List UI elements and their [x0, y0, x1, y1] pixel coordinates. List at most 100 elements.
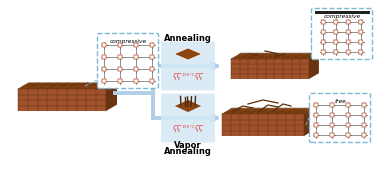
Polygon shape [304, 108, 314, 136]
Circle shape [346, 20, 350, 24]
Circle shape [119, 56, 121, 58]
Polygon shape [175, 106, 201, 112]
Circle shape [102, 43, 106, 47]
Polygon shape [106, 83, 117, 111]
Circle shape [347, 104, 349, 106]
Circle shape [135, 68, 137, 70]
Circle shape [103, 44, 105, 46]
Circle shape [334, 30, 338, 34]
Circle shape [135, 44, 137, 46]
Polygon shape [222, 108, 314, 114]
Circle shape [315, 134, 317, 136]
Circle shape [362, 103, 366, 107]
Circle shape [151, 68, 153, 70]
Circle shape [322, 51, 324, 53]
Circle shape [346, 30, 350, 34]
Text: ϛϛ: ϛϛ [195, 123, 203, 132]
Circle shape [363, 114, 365, 116]
Circle shape [134, 79, 138, 83]
Circle shape [119, 44, 121, 46]
Circle shape [360, 41, 362, 43]
Circle shape [322, 31, 324, 33]
Text: Annealing: Annealing [164, 33, 212, 42]
Polygon shape [231, 59, 309, 79]
Circle shape [359, 20, 363, 24]
Circle shape [362, 133, 366, 137]
Circle shape [346, 103, 350, 107]
Circle shape [347, 124, 349, 126]
FancyBboxPatch shape [98, 33, 158, 89]
Circle shape [134, 43, 138, 47]
Circle shape [331, 114, 333, 116]
Circle shape [363, 104, 365, 106]
Circle shape [346, 133, 350, 137]
Circle shape [335, 31, 337, 33]
Circle shape [360, 51, 362, 53]
Circle shape [314, 133, 318, 137]
Circle shape [346, 50, 350, 54]
Circle shape [150, 55, 154, 59]
Circle shape [335, 21, 337, 23]
Circle shape [119, 68, 121, 70]
Circle shape [118, 67, 122, 71]
Text: compressive: compressive [110, 39, 147, 44]
Circle shape [363, 134, 365, 136]
Circle shape [347, 51, 349, 53]
Polygon shape [174, 48, 202, 60]
Circle shape [331, 134, 333, 136]
Circle shape [102, 79, 106, 83]
Text: ϛϛ: ϛϛ [172, 70, 181, 79]
Circle shape [322, 21, 324, 23]
Circle shape [346, 113, 350, 117]
Text: compressive: compressive [324, 14, 361, 18]
Circle shape [362, 113, 366, 117]
Polygon shape [309, 53, 319, 79]
Circle shape [321, 30, 325, 34]
Circle shape [315, 124, 317, 126]
FancyBboxPatch shape [311, 9, 372, 60]
Circle shape [363, 124, 365, 126]
Text: ϛϛ: ϛϛ [195, 70, 203, 79]
Circle shape [315, 114, 317, 116]
Circle shape [321, 20, 325, 24]
Circle shape [103, 68, 105, 70]
Circle shape [360, 31, 362, 33]
Circle shape [330, 103, 334, 107]
Polygon shape [18, 83, 117, 89]
Circle shape [150, 79, 154, 83]
Circle shape [135, 56, 137, 58]
Circle shape [118, 79, 122, 83]
Circle shape [347, 21, 349, 23]
Circle shape [331, 104, 333, 106]
Polygon shape [222, 114, 304, 136]
Polygon shape [174, 54, 202, 60]
Circle shape [322, 41, 324, 43]
Text: Vapor: Vapor [174, 140, 202, 150]
Circle shape [118, 43, 122, 47]
Circle shape [347, 31, 349, 33]
Circle shape [150, 43, 154, 47]
Circle shape [314, 103, 318, 107]
Circle shape [346, 40, 350, 44]
Circle shape [330, 113, 334, 117]
Circle shape [103, 56, 105, 58]
Circle shape [334, 20, 338, 24]
Text: free: free [334, 99, 346, 103]
Circle shape [330, 133, 334, 137]
Circle shape [331, 124, 333, 126]
Circle shape [103, 80, 105, 82]
Circle shape [347, 41, 349, 43]
Circle shape [151, 44, 153, 46]
FancyBboxPatch shape [310, 94, 370, 142]
Circle shape [102, 55, 106, 59]
Circle shape [135, 80, 137, 82]
Circle shape [150, 67, 154, 71]
FancyBboxPatch shape [161, 41, 215, 91]
Circle shape [151, 80, 153, 82]
Text: 170°C: 170°C [181, 125, 195, 129]
Circle shape [362, 123, 366, 127]
Text: Annealing: Annealing [164, 147, 212, 156]
Circle shape [134, 67, 138, 71]
Circle shape [334, 50, 338, 54]
Circle shape [335, 51, 337, 53]
